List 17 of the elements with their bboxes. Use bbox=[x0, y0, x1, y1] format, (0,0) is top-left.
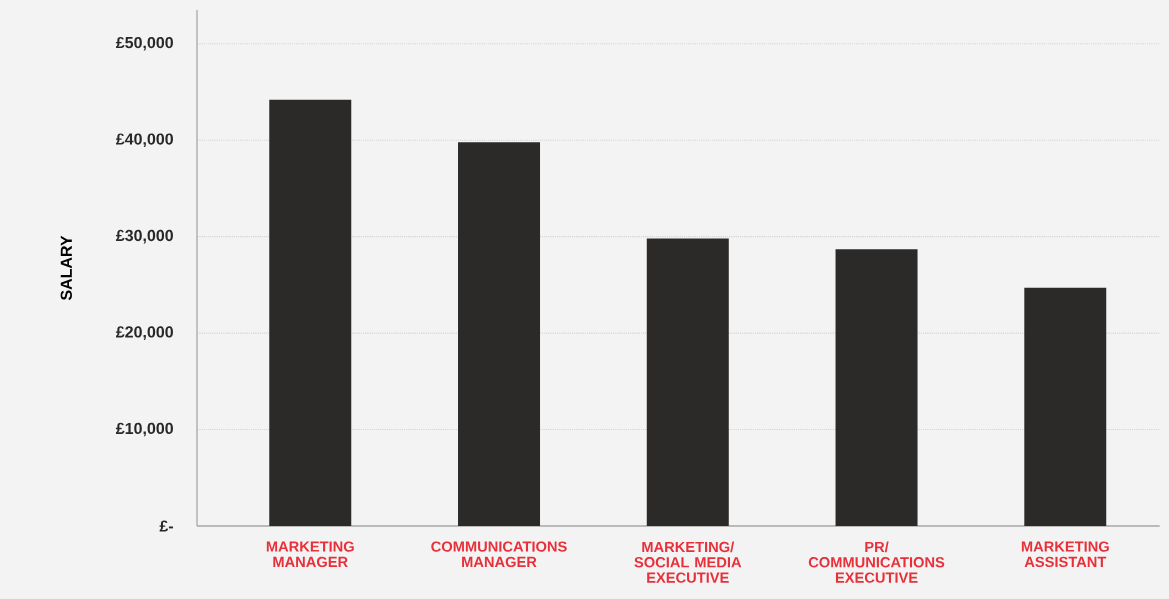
y-tick-label: £10,000 bbox=[115, 422, 173, 437]
bar bbox=[835, 249, 918, 526]
x-tick-label: MARKETING ASSISTANT bbox=[1021, 541, 1109, 568]
y-tick-label: £50,000 bbox=[115, 36, 173, 51]
y-tick-label: £40,000 bbox=[115, 133, 173, 148]
y-tick-label: £30,000 bbox=[115, 229, 173, 244]
bar bbox=[458, 142, 541, 526]
x-tick-label: PR/ COMMUNICATIONS EXECUTIVE bbox=[808, 541, 945, 583]
bar bbox=[1024, 287, 1107, 526]
bar bbox=[269, 99, 352, 526]
x-tick-label: MARKETING MANAGER bbox=[266, 541, 354, 568]
bar bbox=[646, 238, 729, 526]
y-axis-title: SALARY bbox=[60, 235, 72, 301]
x-tick-label: COMMUNICATIONS MANAGER bbox=[431, 541, 567, 568]
y-tick-label: £- bbox=[159, 520, 173, 532]
x-tick-label: MARKETING/ SOCIAL MEDIA EXECUTIVE bbox=[634, 541, 742, 583]
y-tick-label: £20,000 bbox=[115, 326, 173, 340]
